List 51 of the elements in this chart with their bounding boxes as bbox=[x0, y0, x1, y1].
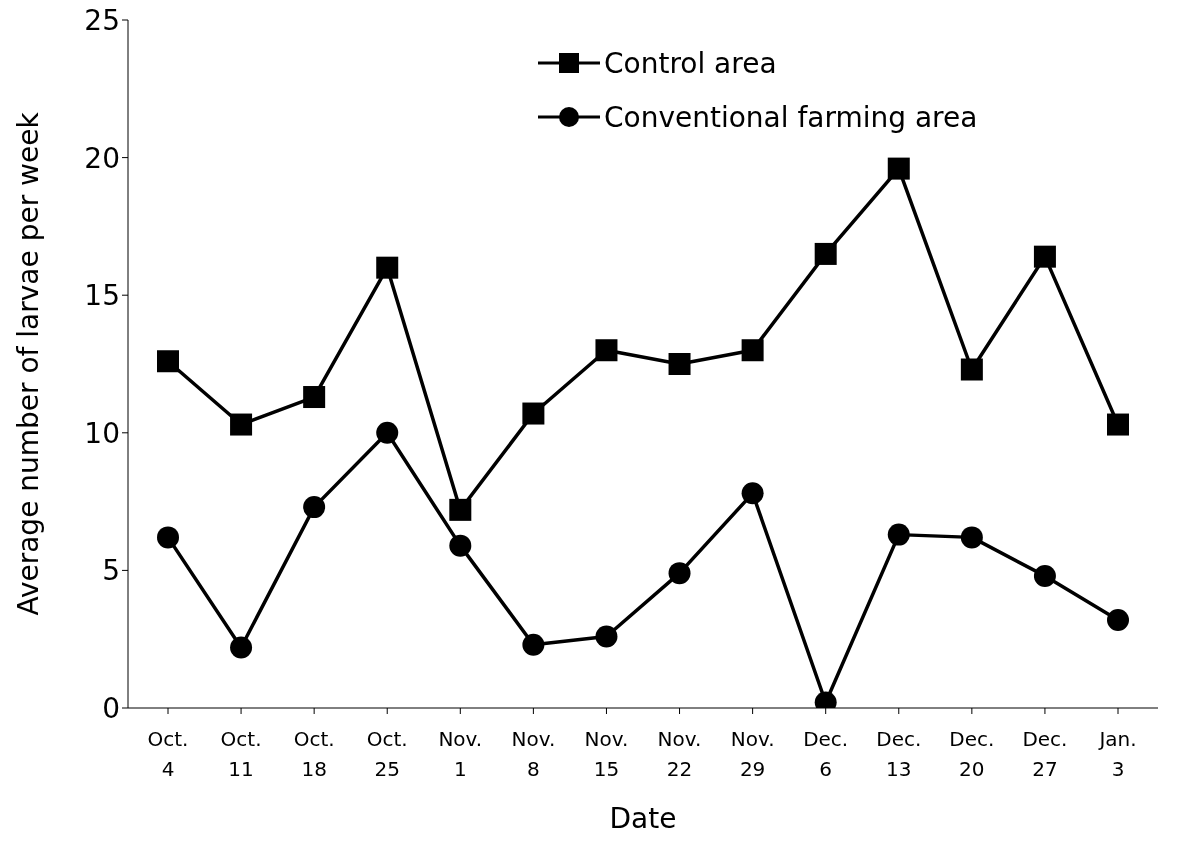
y-tick-label: 10 bbox=[84, 416, 120, 450]
point bbox=[1033, 245, 1056, 268]
point bbox=[157, 526, 179, 549]
point bbox=[376, 256, 399, 279]
x-tick-label: Oct. 18 bbox=[293, 727, 335, 781]
x-tick-label: Nov. 29 bbox=[730, 727, 775, 781]
point bbox=[960, 358, 983, 381]
point bbox=[230, 636, 253, 659]
point bbox=[1107, 413, 1129, 436]
x-tick-label: Nov. 8 bbox=[511, 727, 556, 781]
point bbox=[741, 339, 764, 362]
x-tick-label: Jan. 3 bbox=[1097, 727, 1137, 781]
point bbox=[1107, 608, 1129, 631]
x-tick-label: Dec. 20 bbox=[949, 727, 995, 781]
x-tick-label: Nov. 22 bbox=[657, 727, 702, 781]
x-tick-label: Dec. 6 bbox=[803, 727, 849, 781]
legend-label: Control area bbox=[604, 46, 777, 80]
x-tick-label: Dec. 27 bbox=[1022, 727, 1068, 781]
y-tick-label: 15 bbox=[84, 279, 120, 313]
point bbox=[157, 350, 179, 373]
legend-label: Conventional farming area bbox=[604, 100, 978, 134]
point bbox=[741, 482, 764, 505]
point bbox=[303, 496, 326, 519]
point bbox=[522, 402, 545, 425]
y-tick-label: 20 bbox=[84, 141, 120, 175]
point bbox=[595, 339, 618, 362]
point bbox=[887, 523, 910, 546]
y-tick-label: 5 bbox=[102, 554, 120, 588]
point bbox=[668, 562, 691, 585]
y-tick-label: 0 bbox=[102, 691, 120, 725]
y-tick-label: 25 bbox=[84, 3, 120, 37]
point bbox=[449, 498, 472, 521]
point bbox=[303, 386, 326, 409]
x-tick-label: Dec. 13 bbox=[876, 727, 922, 781]
point bbox=[1033, 564, 1056, 587]
point bbox=[960, 526, 983, 549]
x-tick-label: Oct. 4 bbox=[147, 727, 189, 781]
x-tick-label: Nov. 1 bbox=[438, 727, 483, 781]
y-axis-title: Average number of larvae per week bbox=[11, 111, 45, 616]
point bbox=[595, 625, 618, 648]
point bbox=[668, 353, 691, 375]
x-tick-label: Nov. 15 bbox=[584, 727, 629, 781]
point bbox=[814, 242, 837, 265]
point bbox=[449, 534, 472, 557]
point bbox=[376, 421, 399, 444]
point bbox=[230, 413, 253, 436]
point bbox=[522, 633, 545, 656]
point bbox=[887, 157, 910, 180]
x-tick-label: Oct. 25 bbox=[366, 727, 408, 781]
x-axis-title: Date bbox=[609, 802, 677, 835]
x-tick-label: Oct. 11 bbox=[220, 727, 262, 781]
